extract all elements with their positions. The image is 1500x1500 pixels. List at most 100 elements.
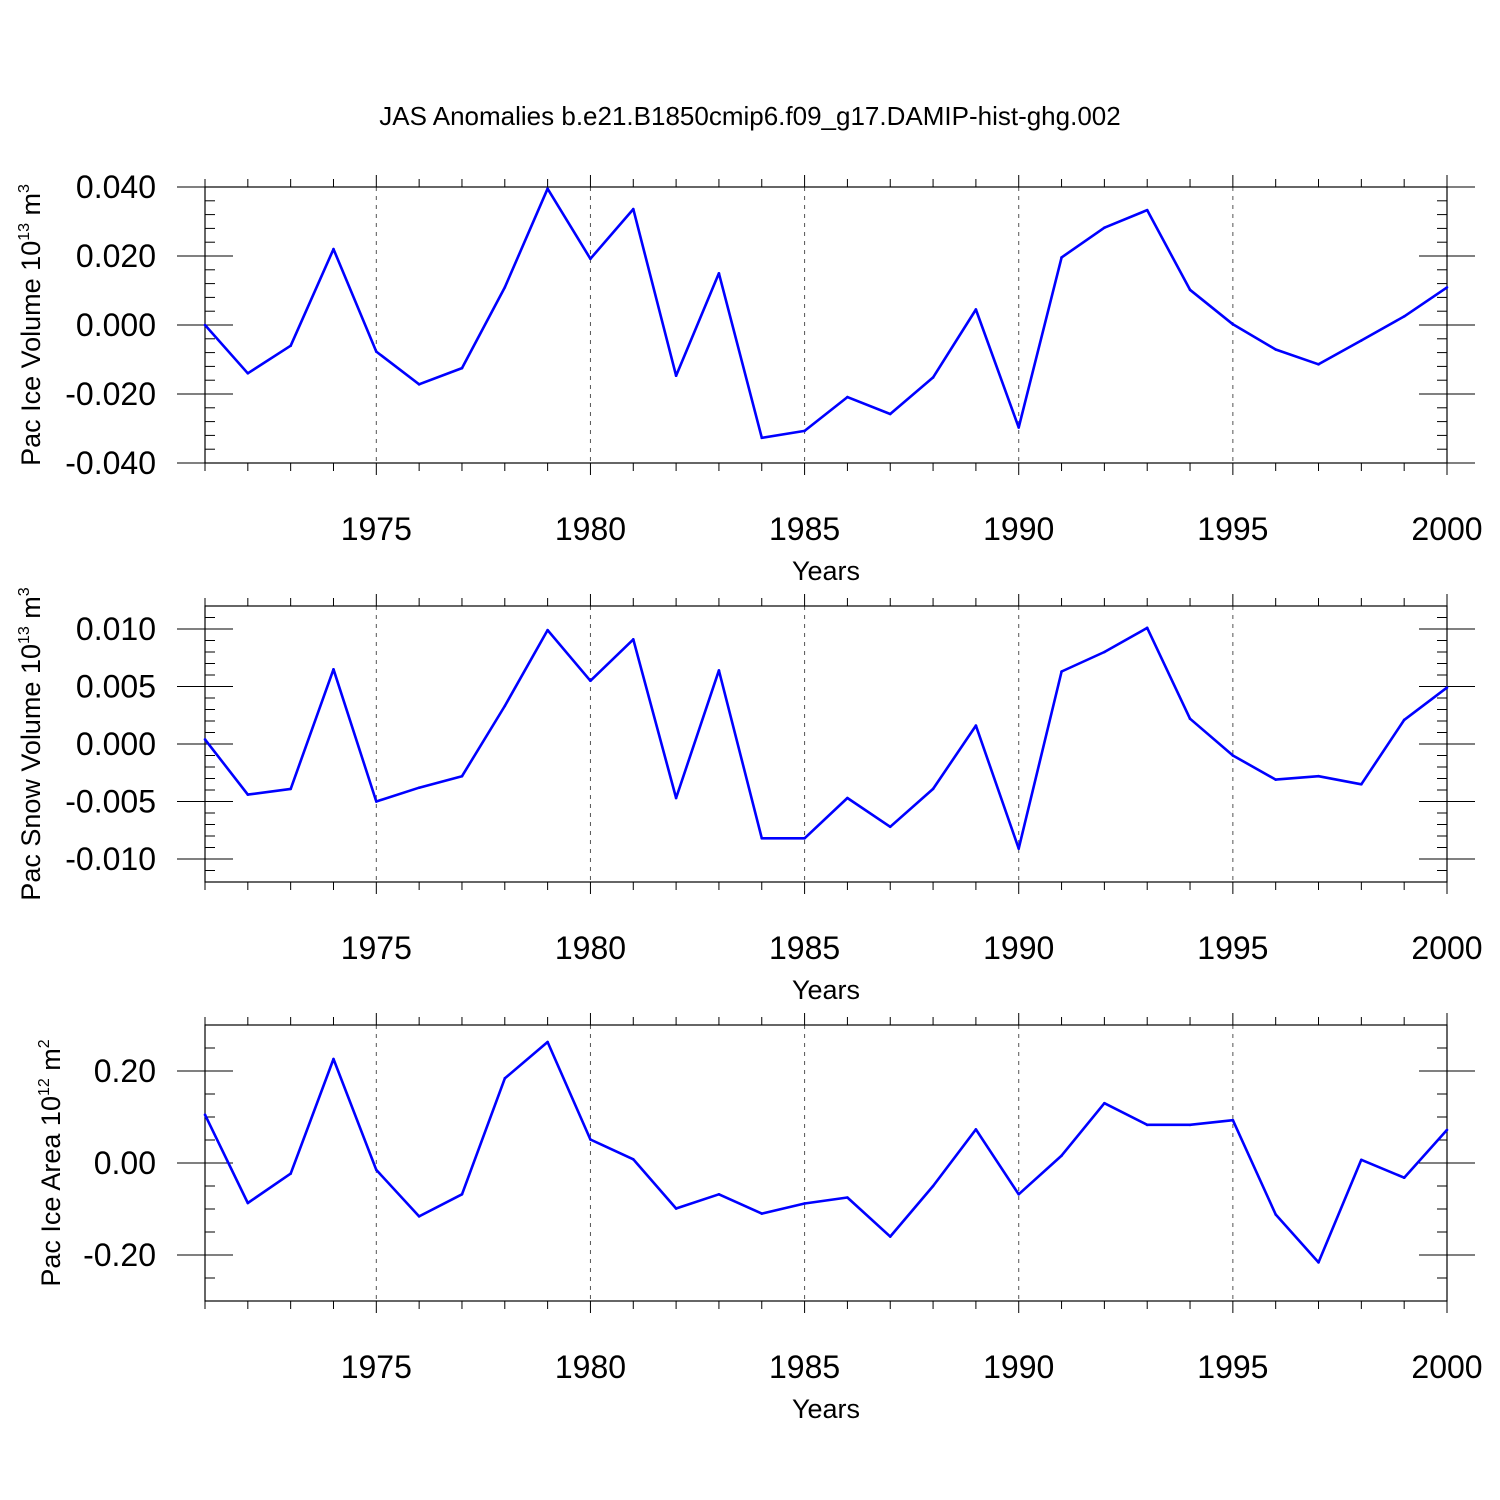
- data-point: [332, 247, 335, 251]
- data-point: [289, 787, 292, 791]
- x-tick-label: 1995: [1197, 1349, 1268, 1385]
- data-point: [1445, 1128, 1449, 1132]
- x-tick-label: 1975: [341, 930, 412, 966]
- y-axis-title-exponent: 13: [16, 223, 33, 241]
- data-point: [332, 667, 335, 671]
- data-point: [1360, 339, 1363, 342]
- data-point: [974, 1128, 978, 1131]
- chart-panel-3: -0.20 0.00 0.20 1975 1980 1985 1990 1995 2000 Yea…: [36, 1013, 1483, 1424]
- data-point: [503, 1077, 507, 1080]
- data-point: [246, 793, 250, 796]
- y-axis-title-unit: m: [16, 193, 46, 223]
- x-tick-label: 1990: [983, 1349, 1054, 1385]
- data-point: [203, 1113, 207, 1116]
- y-tick-label: 0.020: [76, 238, 156, 274]
- y-tick-label: 0.00: [94, 1145, 156, 1181]
- data-point: [803, 1202, 806, 1205]
- data-point: [1188, 288, 1192, 292]
- x-tick-label: 1985: [769, 511, 840, 547]
- y-axis-title: Pac Snow Volume 1013 m3: [16, 587, 46, 900]
- y-tick-label: -0.20: [83, 1237, 156, 1273]
- data-point: [1274, 778, 1277, 781]
- y-axis-title-main: Pac Ice Volume 10: [16, 241, 46, 466]
- data-point: [460, 774, 464, 778]
- data-point: [846, 796, 849, 800]
- y-axis-title-unit-exponent: 3: [16, 587, 33, 596]
- data-point: [674, 1207, 678, 1210]
- data-point: [1402, 1176, 1406, 1180]
- x-tick-label: 1980: [555, 930, 626, 966]
- y-tick-label: 0.040: [76, 169, 156, 205]
- data-point: [888, 1235, 892, 1238]
- y-axis-title-main: Pac Snow Volume 10: [16, 644, 46, 901]
- data-point: [1103, 650, 1106, 654]
- data-point: [546, 187, 549, 191]
- x-tick-label: 1975: [341, 1349, 412, 1385]
- data-point: [1402, 718, 1406, 722]
- data-point: [1274, 348, 1277, 351]
- y-axis-title-exponent: 12: [36, 1078, 53, 1096]
- data-point: [1231, 754, 1235, 757]
- data-point: [717, 271, 721, 275]
- data-point: [931, 1184, 935, 1188]
- data-point: [417, 1215, 421, 1218]
- data-point: [931, 787, 935, 791]
- data-point: [760, 1212, 764, 1215]
- data-point: [1017, 1192, 1021, 1196]
- data-point: [631, 638, 635, 641]
- series-line: [204, 187, 1448, 440]
- x-axis-title: Years: [792, 975, 860, 1005]
- data-point: [1360, 782, 1363, 786]
- data-point: [1060, 670, 1063, 673]
- data-point: [546, 1040, 549, 1044]
- y-axis-title-unit: m: [16, 596, 46, 626]
- data-point: [1445, 686, 1449, 689]
- data-point: [246, 1201, 250, 1205]
- data-point: [631, 1158, 635, 1161]
- data-point: [1317, 774, 1320, 778]
- x-axis-title: Years: [792, 1394, 860, 1424]
- data-point: [375, 800, 378, 803]
- y-tick-label: -0.020: [65, 376, 156, 412]
- data-point: [589, 1138, 592, 1141]
- data-point: [974, 724, 978, 727]
- data-point: [1017, 426, 1021, 429]
- data-point: [203, 323, 207, 327]
- y-tick-label: 0.005: [76, 669, 156, 705]
- x-tick-label: 1980: [555, 1349, 626, 1385]
- data-point: [589, 257, 592, 261]
- data-point: [1231, 323, 1235, 326]
- data-point: [1231, 1118, 1235, 1122]
- data-point: [1145, 626, 1149, 630]
- data-point: [289, 1172, 292, 1175]
- y-axis-title-main: Pac Ice Area 10: [36, 1096, 66, 1287]
- data-point: [717, 669, 721, 672]
- y-axis-title-unit: m: [36, 1048, 66, 1078]
- y-axis-title-exponent: 13: [16, 626, 33, 644]
- data-point: [888, 825, 892, 829]
- y-axis-title-unit-exponent: 3: [16, 184, 33, 193]
- data-point: [803, 429, 806, 433]
- data-point: [1445, 286, 1449, 289]
- series-line: [203, 626, 1448, 850]
- x-tick-label: 1990: [983, 511, 1054, 547]
- data-point: [931, 376, 935, 379]
- data-point: [289, 344, 292, 348]
- data-point: [1060, 256, 1063, 259]
- data-point: [246, 372, 250, 375]
- data-point: [1060, 1154, 1063, 1157]
- data-point: [332, 1057, 335, 1061]
- data-point: [1145, 208, 1149, 212]
- x-tick-label: 1985: [769, 1349, 840, 1385]
- x-tick-label: 2000: [1411, 511, 1482, 547]
- data-point: [631, 207, 635, 211]
- y-tick-label: 0.20: [94, 1053, 156, 1089]
- data-point: [417, 786, 421, 789]
- data-point: [1188, 1123, 1192, 1127]
- data-point: [460, 366, 464, 370]
- data-point: [803, 837, 806, 840]
- chart-panel-1: -0.040 -0.020 0.000 0.020 0.040 1975 1980 1985 1…: [16, 169, 1483, 586]
- chart-panel-2: -0.010 -0.005 0.000 0.005 0.010 1975 1980 1985 1…: [16, 587, 1483, 1005]
- data-point: [417, 383, 421, 386]
